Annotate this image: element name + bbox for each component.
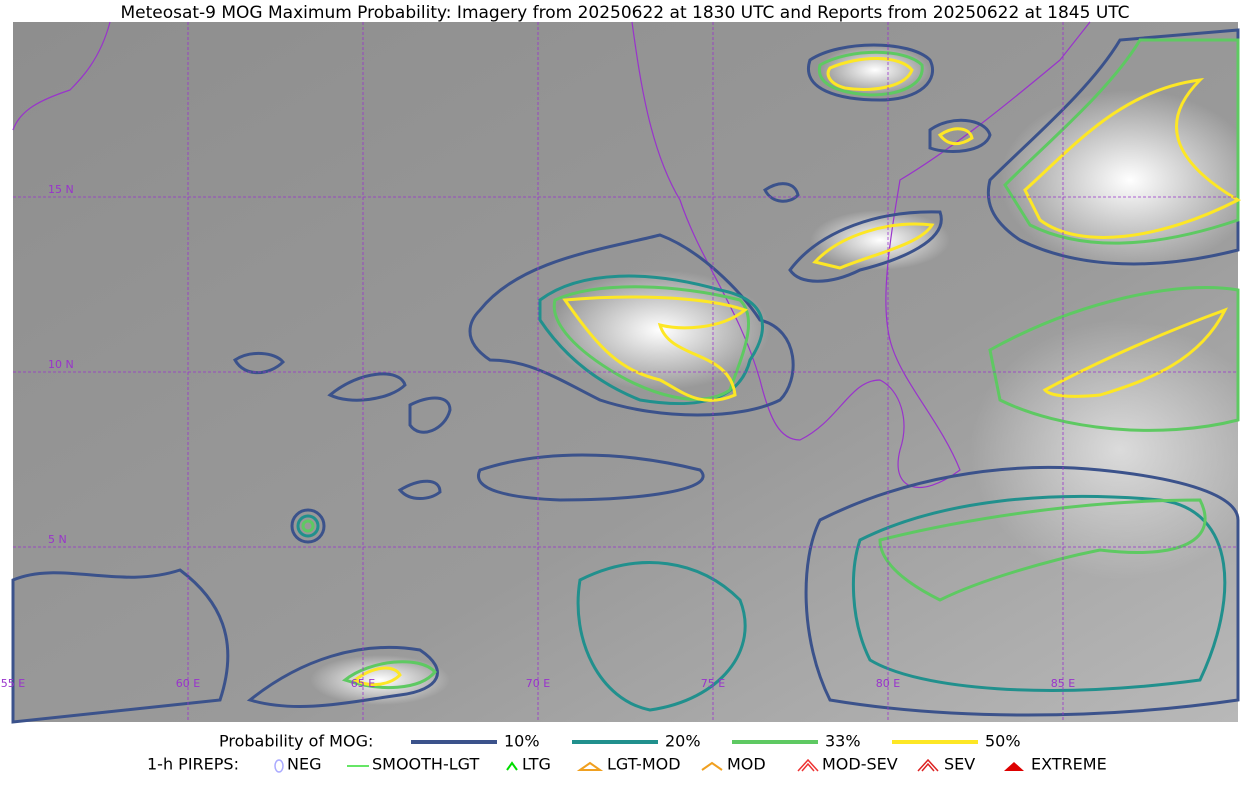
legend-label: 20% [665, 732, 701, 751]
latitude-label: 10 N [48, 358, 74, 371]
coastline [631, 21, 1091, 488]
legend-icon [274, 759, 284, 773]
legend-icon [797, 758, 819, 772]
latitude-label: 15 N [48, 183, 74, 196]
legend-label: EXTREME [1031, 755, 1107, 774]
longitude-label: 55 E [1, 677, 25, 690]
map: 55 E 60 E 65 E 70 E 75 E 80 E 85 E 15 N 10 N 5 N [1, 21, 1250, 724]
legend-label: 50% [985, 732, 1021, 751]
legend-icon [576, 761, 604, 771]
legend-label: MOD-SEV [822, 755, 898, 774]
longitude-label: 75 E [701, 677, 725, 690]
legend-label: MOD [727, 755, 766, 774]
legend: Probability of MOG: 10% 20% 33% 50% 1-h … [147, 732, 1107, 774]
longitude-label: 60 E [176, 677, 200, 690]
legend-label: SEV [944, 755, 975, 774]
legend-icon [917, 758, 939, 772]
legend-label: LGT-MOD [607, 755, 681, 774]
legend-label: NEG [287, 755, 321, 774]
longitude-label: 65 E [351, 677, 375, 690]
legend-label: SMOOTH-LGT [372, 755, 479, 774]
contours [11, 28, 1242, 724]
legend-title: Probability of MOG: [219, 732, 373, 751]
legend-icon [1004, 762, 1024, 771]
legend-label: LTG [522, 755, 551, 774]
longitude-label: 70 E [526, 677, 550, 690]
title: Meteosat-9 MOG Maximum Probability: Imag… [120, 3, 1129, 23]
latitude-label: 5 N [48, 533, 67, 546]
clouds [310, 45, 1250, 705]
legend-label: 33% [825, 732, 861, 751]
legend-icon [701, 761, 723, 771]
longitude-label: 85 E [1051, 677, 1075, 690]
legend-icon [506, 761, 518, 771]
longitude-label: 80 E [876, 677, 900, 690]
graticule: 55 E 60 E 65 E 70 E 75 E 80 E 85 E 15 N 10 N 5 N [1, 22, 1238, 722]
legend-title: 1-h PIREPS: [147, 755, 239, 774]
legend-label: 10% [504, 732, 540, 751]
coastline [12, 21, 111, 131]
